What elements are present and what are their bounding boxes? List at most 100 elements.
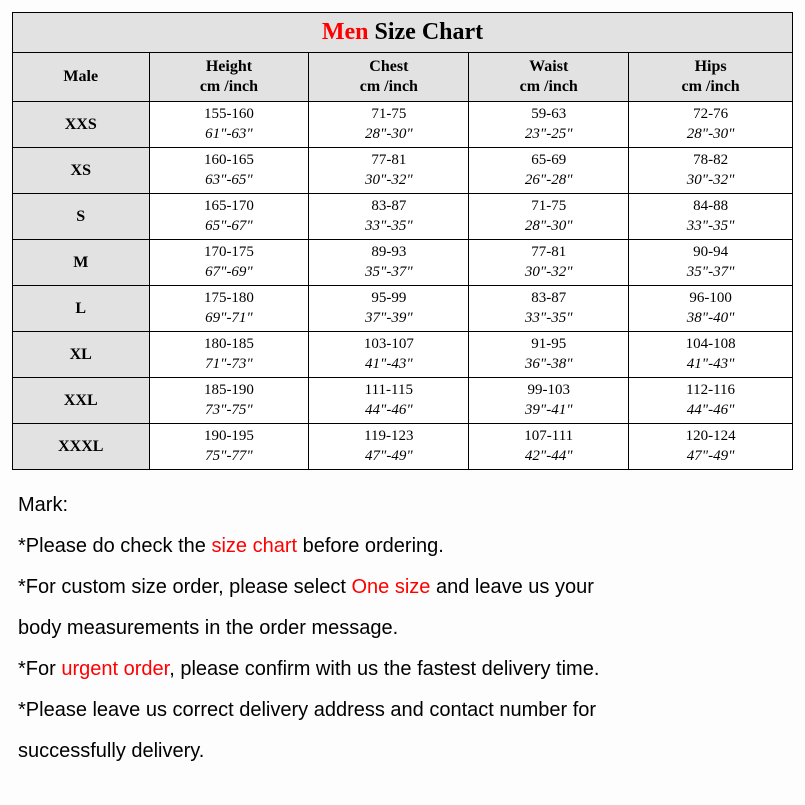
column-header-4: Hips cm /inch: [629, 53, 793, 102]
measure-cell: 180-18571"-73": [149, 332, 309, 378]
measure-inch: 26"-28": [469, 171, 628, 191]
measure-inch: 44"-46": [629, 401, 792, 421]
measure-cm: 155-160: [150, 105, 309, 125]
size-label: L: [13, 286, 150, 332]
measure-inch: 47"-49": [309, 447, 468, 467]
column-header-1: Heightcm /inch: [149, 53, 309, 102]
measure-cm: 77-81: [309, 151, 468, 171]
column-header-line2: cm /inch: [520, 78, 578, 95]
measure-cell: 95-9937"-39": [309, 286, 469, 332]
measure-cm: 91-95: [469, 335, 628, 355]
measure-cell: 103-10741"-43": [309, 332, 469, 378]
column-header-line2: cm /inch: [681, 78, 739, 95]
size-label: XL: [13, 332, 150, 378]
column-header-line1: Hips: [695, 58, 727, 75]
size-label: XXXL: [13, 424, 150, 470]
column-header-line2: cm /inch: [360, 78, 418, 95]
measure-inch: 33"-35": [469, 309, 628, 329]
measure-inch: 33"-35": [309, 217, 468, 237]
measure-cm: 71-75: [469, 197, 628, 217]
column-header-3: Waistcm /inch: [469, 53, 629, 102]
measure-inch: 35"-37": [629, 263, 792, 283]
chart-title-red: Men: [322, 19, 369, 45]
measure-inch: 73"-75": [150, 401, 309, 421]
measure-cm: 185-190: [150, 381, 309, 401]
measure-cell: 111-11544"-46": [309, 378, 469, 424]
measure-cell: 170-17567"-69": [149, 240, 309, 286]
measure-cm: 95-99: [309, 289, 468, 309]
measure-cell: 119-12347"-49": [309, 424, 469, 470]
measure-cm: 107-111: [469, 427, 628, 447]
note-line: successfully delivery.: [18, 740, 787, 763]
measure-cell: 90-9435"-37": [629, 240, 793, 286]
measure-cm: 103-107: [309, 335, 468, 355]
measure-cell: 175-18069"-71": [149, 286, 309, 332]
measure-inch: 36"-38": [469, 355, 628, 375]
size-chart-table: Men Size Chart MaleHeightcm /inch Chest cm…: [12, 12, 793, 470]
measure-inch: 65"-67": [150, 217, 309, 237]
measure-inch: 63"-65": [150, 171, 309, 191]
measure-cm: 111-115: [309, 381, 468, 401]
note-line: body measurements in the order message.: [18, 617, 787, 640]
measure-inch: 42"-44": [469, 447, 628, 467]
measure-cm: 71-75: [309, 105, 468, 125]
measure-cell: 155-16061"-63": [149, 102, 309, 148]
measure-inch: 37"-39": [309, 309, 468, 329]
measure-inch: 44"-46": [309, 401, 468, 421]
measure-cm: 165-170: [150, 197, 309, 217]
chart-title: Men Size Chart: [13, 13, 793, 53]
note-text: and leave us your: [430, 576, 593, 598]
measure-cm: 112-116: [629, 381, 792, 401]
column-header-line1: Chest: [369, 58, 408, 75]
measure-cm: 78-82: [629, 151, 792, 171]
note-line: *For urgent order, please confirm with u…: [18, 658, 787, 681]
measure-inch: 75"-77": [150, 447, 309, 467]
measure-cell: 99-10339"-41": [469, 378, 629, 424]
measure-inch: 28"-30": [629, 125, 792, 145]
measure-inch: 61"-63": [150, 125, 309, 145]
measure-cm: 190-195: [150, 427, 309, 447]
notes-section: Mark: *Please do check the size chart be…: [12, 470, 793, 763]
measure-cell: 112-11644"-46": [629, 378, 793, 424]
chart-title-rest: Size Chart: [369, 19, 484, 45]
table-row: L175-18069"-71"95-9937"-39"83-8733"-35"9…: [13, 286, 793, 332]
measure-cm: 65-69: [469, 151, 628, 171]
measure-cell: 71-7528"-30": [469, 194, 629, 240]
measure-inch: 33"-35": [629, 217, 792, 237]
measure-inch: 47"-49": [629, 447, 792, 467]
table-row: S165-17065"-67"83-8733"-35"71-7528"-30"8…: [13, 194, 793, 240]
note-text: *Please leave us correct delivery addres…: [18, 699, 596, 721]
measure-cell: 59-6323"-25": [469, 102, 629, 148]
column-header-line2: cm /inch: [200, 78, 258, 95]
size-label: XS: [13, 148, 150, 194]
measure-cm: 59-63: [469, 105, 628, 125]
measure-cell: 89-9335"-37": [309, 240, 469, 286]
column-header-0: Male: [13, 53, 150, 102]
measure-inch: 39"-41": [469, 401, 628, 421]
measure-cell: 104-10841"-43": [629, 332, 793, 378]
size-chart-body: XXS155-16061"-63"71-7528"-30"59-6323"-25…: [13, 102, 793, 470]
measure-inch: 71"-73": [150, 355, 309, 375]
measure-cell: 185-19073"-75": [149, 378, 309, 424]
note-line: *Please do check the size chart before o…: [18, 535, 787, 558]
measure-cm: 83-87: [469, 289, 628, 309]
measure-inch: 30"-32": [469, 263, 628, 283]
measure-cell: 72-7628"-30": [629, 102, 793, 148]
measure-cell: 83-8733"-35": [309, 194, 469, 240]
measure-inch: 28"-30": [309, 125, 468, 145]
measure-cm: 175-180: [150, 289, 309, 309]
measure-inch: 35"-37": [309, 263, 468, 283]
measure-inch: 69"-71": [150, 309, 309, 329]
measure-inch: 30"-32": [629, 171, 792, 191]
table-row: M170-17567"-69"89-9335"-37"77-8130"-32"9…: [13, 240, 793, 286]
measure-cm: 89-93: [309, 243, 468, 263]
measure-cm: 84-88: [629, 197, 792, 217]
measure-cell: 83-8733"-35": [469, 286, 629, 332]
note-text: successfully delivery.: [18, 740, 204, 762]
measure-inch: 23"-25": [469, 125, 628, 145]
measure-cell: 71-7528"-30": [309, 102, 469, 148]
note-text-red: One size: [351, 576, 430, 598]
table-row: XL180-18571"-73"103-10741"-43"91-9536"-3…: [13, 332, 793, 378]
measure-cm: 119-123: [309, 427, 468, 447]
table-row: XS160-16563"-65"77-8130"-32"65-6926"-28"…: [13, 148, 793, 194]
